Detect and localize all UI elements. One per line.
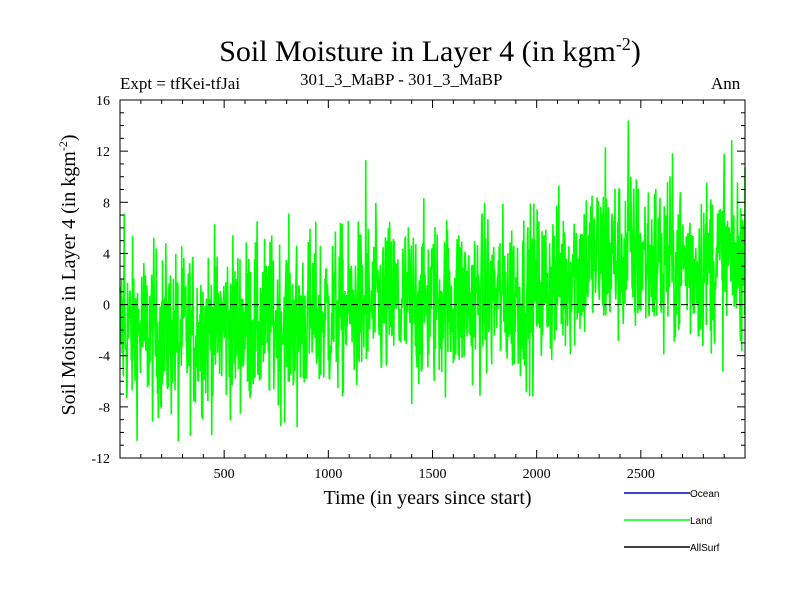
x-tick-label: 2000	[523, 467, 551, 482]
experiment-label: Expt = tfKei-tfJai	[120, 74, 241, 93]
y-tick-label: 16	[96, 94, 110, 109]
legend: Ocean Land AllSurf	[624, 489, 720, 554]
y-axis-label: Soil Moisture in Layer 4 (in kgm-2)	[56, 134, 80, 415]
y-tick-label: 0	[103, 299, 110, 314]
x-tick-label: 2500	[627, 467, 655, 482]
legend-item-allsurf: AllSurf	[624, 543, 720, 554]
x-tick-label: 500	[214, 467, 235, 482]
land-series-line	[119, 120, 746, 442]
series-layer	[119, 120, 746, 442]
season-label: Ann	[711, 74, 741, 93]
x-axis-label: Time (in years since start)	[323, 487, 531, 509]
x-tick-label: 1000	[314, 467, 342, 482]
legend-item-ocean: Ocean	[624, 489, 719, 500]
y-tick-label: 12	[96, 145, 110, 160]
chart-title: Soil Moisture in Layer 4 (in kgm-2)	[219, 34, 641, 68]
y-tick-label: 8	[103, 196, 110, 211]
legend-item-land: Land	[624, 516, 712, 527]
legend-label: Ocean	[690, 489, 719, 500]
legend-label: AllSurf	[690, 543, 720, 554]
axis-layer: -12 -8 -4 0 4 8 12 16 500 1000 1500 2000 2500 Time (i…	[56, 94, 746, 509]
x-tick-label: 1500	[419, 467, 447, 482]
y-tick-label: 4	[103, 247, 110, 262]
y-tick-label: -12	[91, 452, 110, 467]
legend-label: Land	[690, 516, 712, 527]
y-tick-label: -8	[98, 401, 110, 416]
period-label: 301_3_MaBP - 301_3_MaBP	[300, 70, 503, 89]
y-tick-label: -4	[98, 350, 110, 365]
